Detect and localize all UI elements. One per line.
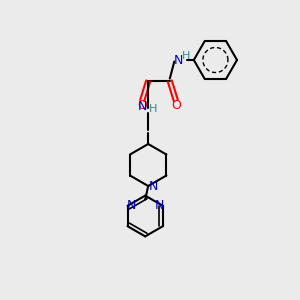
Text: H: H (148, 104, 157, 115)
Text: N: N (174, 53, 184, 67)
Text: N: N (154, 199, 164, 212)
Text: O: O (137, 99, 147, 112)
Text: N: N (138, 100, 148, 113)
Text: O: O (171, 99, 181, 112)
Text: N: N (126, 199, 136, 212)
Text: N: N (149, 179, 158, 193)
Text: H: H (182, 51, 190, 62)
